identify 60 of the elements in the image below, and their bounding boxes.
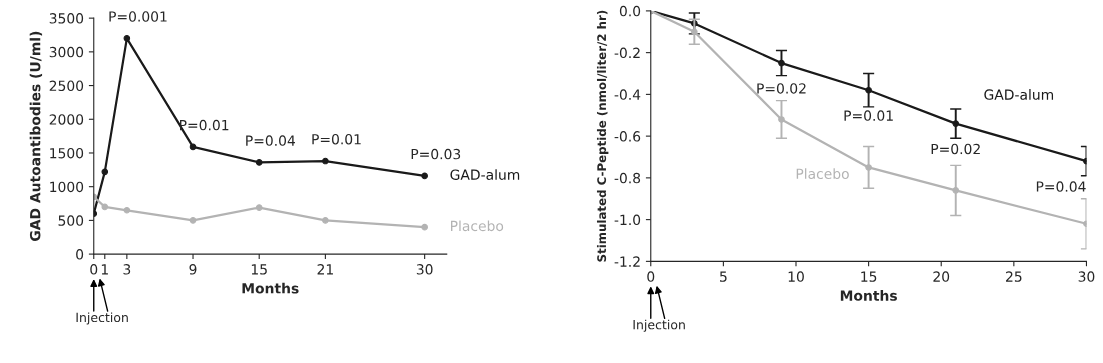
text: GAD-alum xyxy=(984,89,1054,100)
x-tick-label: 30 xyxy=(416,264,433,275)
y-tick-label: 3500 xyxy=(49,13,84,24)
x-tick-label: 0 xyxy=(647,271,655,282)
annotation: P=0.01 xyxy=(844,110,893,121)
series-label: Placebo xyxy=(451,220,504,232)
x-tick-label: 15 xyxy=(861,271,877,282)
y-tick-label: 2000 xyxy=(49,114,84,125)
annotation: P=0.04 xyxy=(1036,181,1086,192)
y-tick-label: -0.2 xyxy=(614,47,640,59)
y-tick-label: 3000 xyxy=(49,46,84,58)
x-tick-label: 9 xyxy=(189,264,197,275)
x-tick-label: 1 xyxy=(101,264,108,275)
x-tick-label: 25 xyxy=(1006,271,1022,282)
x-tick-label: 30 xyxy=(1078,271,1095,282)
y-axis-title: Stimulated C-Peptide (nmol/liter/2 hr) xyxy=(596,10,609,262)
y-tick-label: 1000 xyxy=(50,181,84,193)
point xyxy=(322,217,329,224)
point xyxy=(255,204,263,211)
text: Injection xyxy=(633,319,685,332)
point xyxy=(123,35,131,42)
y-tick-label: -1.0 xyxy=(614,214,641,226)
point xyxy=(421,172,428,180)
series-label: Placebo xyxy=(796,168,849,180)
y-tick-label: 0 xyxy=(76,249,84,260)
annotation: P=0.01 xyxy=(180,119,229,131)
annotation: P=0.001 xyxy=(109,11,167,22)
annotation: P=0.01 xyxy=(312,133,361,145)
annotation: P=0.02 xyxy=(757,83,806,94)
point xyxy=(189,217,197,224)
x-tick-label: 20 xyxy=(933,271,950,282)
point xyxy=(421,223,428,231)
y-tick-label: 2500 xyxy=(49,80,84,92)
point xyxy=(322,157,329,165)
point xyxy=(123,206,131,214)
x-axis-title: Months xyxy=(840,290,897,301)
y-tick-label: 1500 xyxy=(50,147,84,159)
x-tick-label: 5 xyxy=(720,271,727,282)
y-tick-label: -0.6 xyxy=(614,131,641,142)
y-tick-label: -0.8 xyxy=(614,172,641,184)
y-axis-title: GAD Autoantibodies (U/ml) xyxy=(29,31,43,241)
annotation: P=0.02 xyxy=(931,143,980,155)
text: Injection xyxy=(76,312,128,325)
x-tick-label: 21 xyxy=(317,264,333,275)
x-tick-label: 15 xyxy=(251,264,267,275)
point xyxy=(255,159,263,166)
y-tick-label: 0.0 xyxy=(619,5,641,17)
x-axis-title: Months xyxy=(242,282,299,294)
y-tick-label: -0.4 xyxy=(614,89,641,100)
annotation: P=0.03 xyxy=(411,148,461,160)
annotation: P=0.04 xyxy=(246,135,296,146)
x-tick-label: 0 xyxy=(90,264,98,275)
series-label: GAD-alum xyxy=(450,169,520,180)
point xyxy=(189,143,197,151)
point xyxy=(101,203,109,211)
y-tick-label: 500 xyxy=(58,215,84,226)
x-tick-label: 10 xyxy=(788,271,804,282)
point xyxy=(101,168,109,176)
y-tick-label: -1.2 xyxy=(614,256,640,267)
x-tick-label: 3 xyxy=(123,264,131,275)
